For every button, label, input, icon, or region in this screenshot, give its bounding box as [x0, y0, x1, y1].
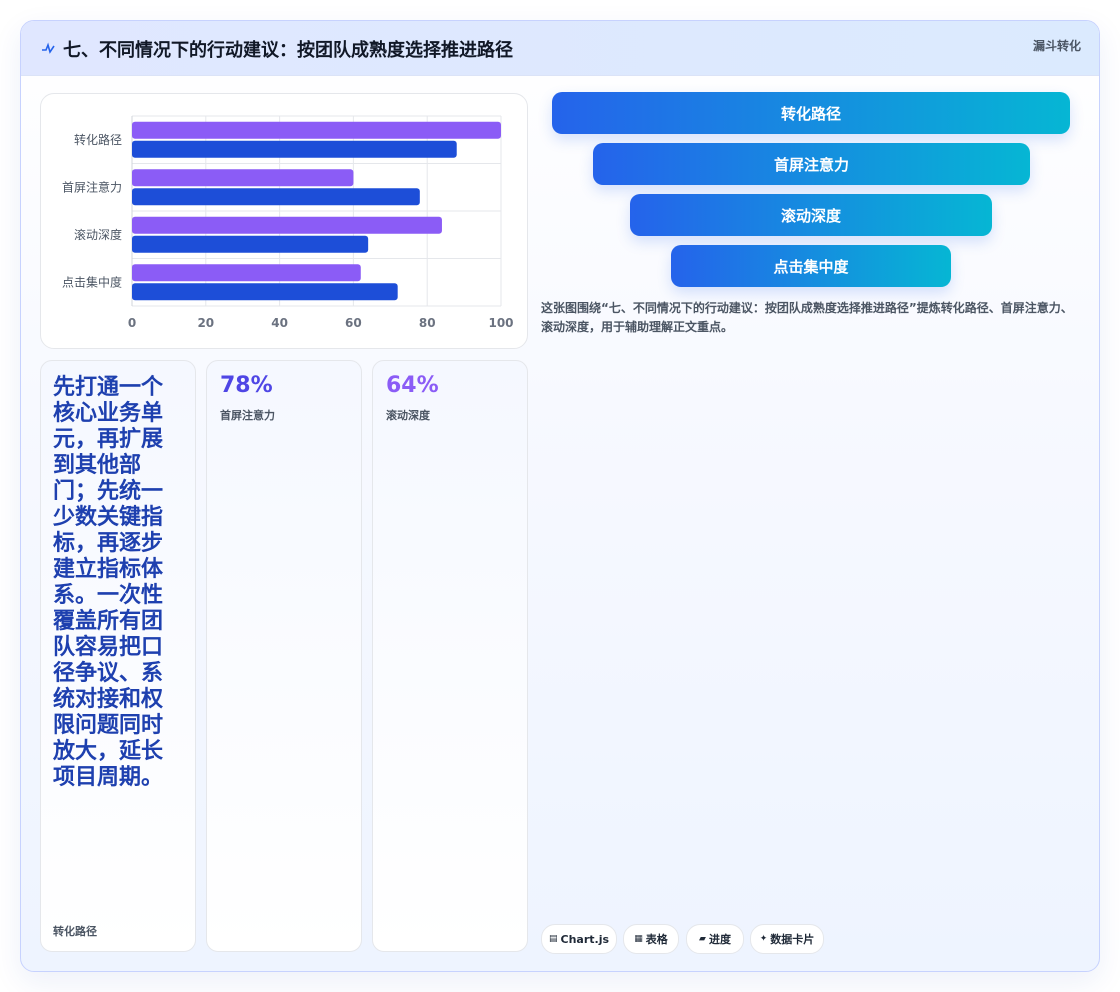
funnel-step-label: 点击集中度: [773, 257, 849, 276]
chart-caption: 这张图围绕“七、不同情况下的行动建议：按团队成熟度选择推进路径”提炼转化路径、首…: [541, 301, 1073, 334]
funnel-step-1: 转化路径: [552, 92, 1070, 134]
stat-label: 首屏注意力: [220, 409, 275, 422]
x-tick-label: 0: [128, 316, 136, 330]
progress-icon: ▰: [699, 934, 706, 944]
stat-label: 滚动深度: [386, 409, 430, 422]
x-tick-label: 80: [419, 316, 436, 330]
chip-data-card[interactable]: ✦ 数据卡片: [750, 924, 824, 954]
x-tick-label: 40: [271, 316, 288, 330]
pulse-icon: [42, 42, 55, 54]
stat-card-1: 78% 首屏注意力: [206, 360, 362, 952]
page-title: 七、不同情况下的行动建议：按团队成熟度选择推进路径: [63, 40, 513, 61]
y-tick-label: 首屏注意力: [62, 179, 122, 194]
category-tag: 漏斗转化: [1032, 39, 1081, 53]
report-card: 七、不同情况下的行动建议：按团队成熟度选择推进路径 漏斗转化 0 20 40 60 80…: [20, 20, 1100, 972]
chip-label: 进度: [708, 933, 731, 946]
bar: [132, 216, 442, 234]
bar: [132, 140, 457, 158]
bar: [132, 121, 501, 139]
bar: [132, 283, 398, 301]
chip-label: 表格: [645, 933, 668, 946]
chip-label: 数据卡片: [770, 933, 815, 946]
chip-progress[interactable]: ▰ 进度: [686, 924, 744, 954]
bar: [132, 169, 354, 187]
funnel-step-label: 首屏注意力: [773, 155, 849, 174]
x-tick-label: 20: [197, 316, 214, 330]
x-tick-label: 100: [488, 316, 513, 330]
chart-icon: ▤: [548, 934, 558, 944]
bar-chart: 0 20 40 60 80 100 转化路径首屏注意力滚动深度点击集中度: [40, 93, 528, 349]
tile-body-text: 先打通一个核心业务单元，再扩展到其他部门；先统一少数关键指标，再逐步建立指标体系…: [53, 375, 164, 790]
chip-label: Chart.js: [560, 932, 610, 946]
bar: [132, 235, 369, 253]
funnel-step-2: 首屏注意力: [593, 143, 1030, 185]
stat-value: 64%: [386, 373, 439, 398]
bar: [132, 188, 420, 206]
y-tick-label: 转化路径: [74, 132, 122, 147]
y-tick-label: 点击集中度: [62, 274, 122, 289]
text-tile: 先打通一个核心业务单元，再扩展到其他部门；先统一少数关键指标，再逐步建立指标体系…: [40, 360, 196, 952]
tile-label: 转化路径: [53, 925, 97, 938]
funnel-step-4: 点击集中度: [671, 245, 951, 287]
sparkle-icon: ✦: [759, 934, 768, 944]
card-header: 七、不同情况下的行动建议：按团队成熟度选择推进路径 漏斗转化: [21, 21, 1099, 76]
y-tick-label: 滚动深度: [74, 227, 122, 242]
funnel-step-3: 滚动深度: [630, 194, 992, 236]
bar: [132, 264, 361, 282]
stat-value: 78%: [220, 373, 273, 398]
funnel-step-label: 滚动深度: [780, 206, 841, 225]
stat-card-2: 64% 滚动深度: [372, 360, 528, 952]
x-tick-label: 60: [345, 316, 362, 330]
chip-chartjs[interactable]: ▤ Chart.js: [541, 924, 617, 954]
table-icon: ▦: [634, 934, 643, 944]
funnel-step-label: 转化路径: [780, 104, 841, 123]
chip-table[interactable]: ▦ 表格: [623, 924, 679, 954]
